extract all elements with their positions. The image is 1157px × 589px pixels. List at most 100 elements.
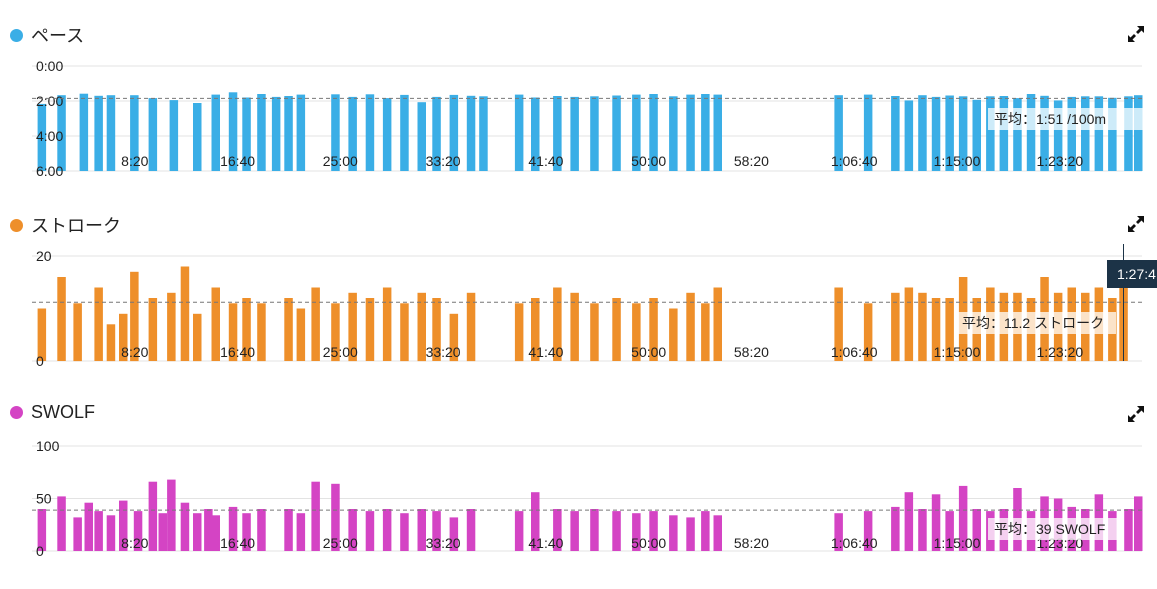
cursor-tooltip-bg: [1107, 260, 1157, 288]
stroke-chart: 20 0 8:20 16:40 25:00 33:20 41:40 50:00 58:20 1:0…: [32, 244, 1157, 369]
swolf-bar: [348, 509, 357, 551]
pace-bar: [1081, 96, 1090, 171]
swolf-bar: [119, 500, 128, 551]
pace-bar: [958, 96, 968, 171]
pace-bar: [612, 95, 621, 171]
stroke-bar: [37, 308, 47, 361]
stroke-bar: [945, 298, 954, 361]
swolf-bar: [204, 509, 213, 551]
pace-bar: [1124, 96, 1133, 171]
swolf-bar: [1124, 509, 1133, 551]
swolf-y-tick: 50: [36, 491, 52, 507]
swolf-bar: [133, 511, 143, 551]
pace-x-tick: 25:00: [323, 153, 358, 169]
stroke-average-label-bg: [956, 312, 1116, 334]
stroke-bar: [904, 287, 914, 361]
stroke-title: ストローク: [10, 212, 121, 238]
stroke-bar: [834, 287, 843, 361]
swolf-bar: [514, 511, 524, 551]
stroke-bar: [228, 303, 238, 362]
swolf-bar: [713, 515, 722, 551]
swolf-bar: [612, 511, 621, 551]
pace-bar: [891, 96, 900, 171]
pace-bar: [713, 94, 722, 171]
cursor-tooltip-label: 1:27:4: [1117, 266, 1156, 282]
pace-average-label: 平均：1:51 /100m: [994, 111, 1106, 127]
pace-bar: [130, 95, 139, 171]
pace-chart: 0:00 2:00 4:00 6:00 8:20 16:40 25:00 33:20 41:40…: [32, 58, 1146, 179]
swolf-bar: [972, 509, 981, 551]
swolf-y-tick: 0: [36, 543, 44, 559]
stroke-bar: [348, 292, 357, 362]
pace-title: ペース: [10, 22, 84, 48]
stroke-legend-dot: [10, 218, 23, 232]
pace-bar: [986, 96, 995, 171]
pace-bar: [1108, 97, 1117, 171]
stroke-bar: [193, 313, 202, 362]
stroke-bar: [73, 303, 82, 362]
swolf-x-tick: 41:40: [528, 535, 563, 551]
stroke-bar: [130, 271, 139, 362]
swolf-bar: [904, 492, 914, 551]
expand-icon[interactable]: [1126, 404, 1146, 424]
pace-x-tick: 1:06:40: [831, 153, 878, 169]
stroke-bar: [106, 324, 116, 362]
stroke-title-label: ストローク: [31, 216, 121, 236]
stroke-bar: [514, 303, 524, 362]
stroke-average-label: 平均：11.2 ストローク: [962, 315, 1104, 331]
swolf-bar: [417, 509, 426, 551]
stroke-bar: [466, 292, 476, 362]
swolf-x-tick: 8:20: [121, 535, 148, 551]
stroke-x-tick: 50:00: [631, 344, 666, 360]
pace-bar: [284, 96, 293, 171]
swolf-title-label: SWOLF: [31, 402, 96, 422]
stroke-bar: [242, 298, 251, 361]
pace-bar: [479, 96, 488, 171]
swolf-bar: [94, 511, 103, 551]
swolf-bar: [311, 481, 320, 551]
pace-x-tick: 33:20: [426, 153, 461, 169]
expand-icon[interactable]: [1126, 24, 1146, 44]
stroke-bar: [612, 298, 621, 361]
stroke-x-tick: 41:40: [528, 344, 563, 360]
stroke-bar: [931, 298, 941, 361]
pace-y-tick: 6:00: [36, 163, 63, 179]
swolf-bar: [37, 509, 47, 551]
stroke-bar: [632, 303, 641, 362]
pace-bar: [972, 99, 981, 171]
stroke-x-tick: 58:20: [734, 344, 769, 360]
pace-x-tick: 16:40: [220, 153, 255, 169]
swolf-bar: [553, 509, 562, 551]
stroke-bar: [119, 313, 128, 362]
stroke-bar: [918, 292, 927, 362]
stroke-bar: [167, 292, 176, 362]
swolf-bar: [400, 513, 409, 551]
pace-bar: [382, 98, 392, 171]
pace-bar: [1094, 96, 1104, 171]
pace-bar: [331, 94, 340, 171]
swolf-y-tick: 100: [36, 438, 60, 454]
stroke-bar: [331, 303, 340, 362]
swolf-bar: [296, 513, 306, 551]
pace-bar: [570, 96, 579, 171]
pace-legend-dot: [10, 28, 23, 42]
stroke-bar: [649, 298, 658, 361]
pace-bar: [466, 95, 476, 172]
swolf-bar: [365, 511, 375, 551]
pace-bar: [834, 95, 843, 171]
stroke-bar: [284, 298, 293, 361]
stroke-y-tick: 20: [36, 248, 52, 264]
stroke-bar: [94, 287, 103, 361]
swolf-bar: [193, 513, 202, 551]
swolf-legend-dot: [10, 406, 23, 419]
pace-x-tick: 58:20: [734, 153, 769, 169]
pace-bar: [649, 94, 658, 171]
swolf-bar: [331, 483, 340, 551]
stroke-x-tick: 8:20: [121, 344, 148, 360]
swolf-bar: [242, 513, 251, 551]
stroke-bar: [296, 308, 306, 361]
swolf-bar: [382, 509, 392, 551]
stroke-bar: [553, 287, 562, 361]
pace-bar: [553, 96, 562, 171]
expand-icon[interactable]: [1126, 214, 1146, 234]
